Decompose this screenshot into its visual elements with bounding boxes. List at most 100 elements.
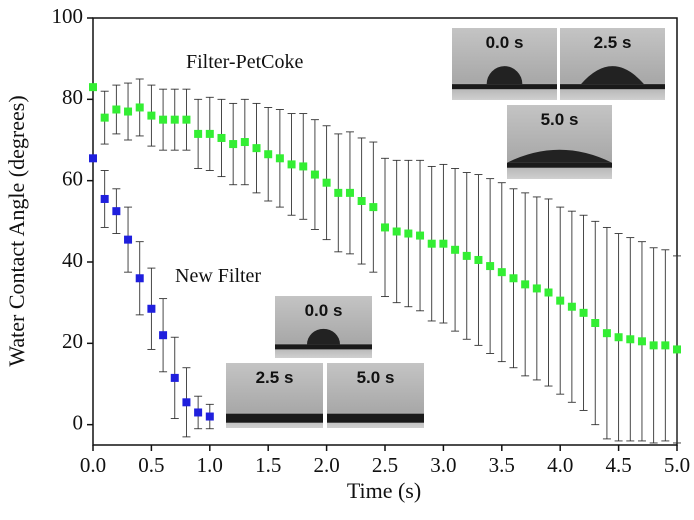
droplet xyxy=(507,149,612,163)
marker xyxy=(579,308,588,317)
marker xyxy=(486,262,495,271)
marker xyxy=(275,154,284,163)
marker xyxy=(205,412,214,421)
marker xyxy=(100,113,109,122)
x-tick-label: 2.0 xyxy=(313,453,339,477)
y-axis-label: Water Contact Angle (degrees) xyxy=(4,95,29,366)
y-tick-label: 20 xyxy=(62,329,83,353)
droplet xyxy=(307,328,340,345)
marker xyxy=(89,83,97,92)
marker xyxy=(661,341,670,350)
marker xyxy=(392,227,401,236)
marker xyxy=(112,207,121,216)
marker xyxy=(509,274,518,283)
marker xyxy=(322,178,331,187)
marker xyxy=(614,333,623,342)
marker xyxy=(194,408,203,417)
x-tick-label: 4.5 xyxy=(605,453,631,477)
marker xyxy=(182,398,191,407)
substrate xyxy=(452,84,557,90)
marker xyxy=(170,115,179,124)
marker xyxy=(439,239,448,248)
droplet xyxy=(581,66,644,85)
marker xyxy=(182,115,191,124)
y-tick-label: 0 xyxy=(73,410,84,434)
marker xyxy=(147,304,156,313)
marker xyxy=(532,284,541,293)
marker xyxy=(229,140,238,149)
marker xyxy=(451,245,460,254)
marker xyxy=(264,150,273,159)
marker xyxy=(602,329,611,338)
marker xyxy=(135,103,144,112)
marker xyxy=(334,188,343,197)
marker xyxy=(497,268,506,277)
marker xyxy=(556,296,565,305)
x-tick-label: 4.0 xyxy=(547,453,573,477)
inset-label: 5.0 s xyxy=(541,110,579,129)
marker xyxy=(544,288,553,297)
x-tick-label: 2.5 xyxy=(372,453,398,477)
marker xyxy=(591,319,600,327)
x-tick-label: 1.0 xyxy=(197,453,223,477)
droplet xyxy=(486,66,523,85)
marker xyxy=(673,345,681,354)
marker xyxy=(159,115,168,124)
marker xyxy=(567,302,576,311)
marker xyxy=(147,111,156,120)
marker xyxy=(194,129,203,138)
x-tick-label: 0.0 xyxy=(80,453,106,477)
marker xyxy=(404,229,413,238)
marker xyxy=(637,337,646,346)
marker xyxy=(381,223,389,232)
series-label: Filter-PetCoke xyxy=(186,51,303,73)
marker xyxy=(100,194,109,203)
marker xyxy=(369,203,378,212)
inset-label: 5.0 s xyxy=(357,368,395,387)
x-axis-label: Time (s) xyxy=(347,478,421,503)
marker xyxy=(462,251,471,260)
marker xyxy=(205,129,214,138)
marker xyxy=(217,133,226,142)
marker xyxy=(240,138,249,147)
marker xyxy=(135,274,144,283)
marker xyxy=(427,239,436,248)
marker xyxy=(252,144,261,153)
y-tick-label: 80 xyxy=(62,85,83,109)
marker xyxy=(159,331,168,340)
marker xyxy=(124,107,133,116)
substrate xyxy=(226,413,323,423)
y-tick-label: 40 xyxy=(62,248,83,272)
marker xyxy=(124,235,133,244)
marker xyxy=(345,188,354,197)
substrate xyxy=(507,162,612,168)
x-tick-label: 3.5 xyxy=(489,453,515,477)
x-tick-label: 3.0 xyxy=(430,453,456,477)
marker xyxy=(112,105,121,114)
x-tick-label: 5.0 xyxy=(664,453,690,477)
inset-label: 0.0 s xyxy=(486,33,524,52)
marker xyxy=(357,197,366,205)
marker xyxy=(649,341,658,350)
inset-label: 0.0 s xyxy=(305,301,343,320)
y-tick-label: 60 xyxy=(62,166,83,190)
marker xyxy=(626,335,635,344)
marker xyxy=(474,255,483,264)
marker xyxy=(89,154,97,163)
x-tick-label: 0.5 xyxy=(138,453,164,477)
substrate xyxy=(327,413,424,423)
inset-label: 2.5 s xyxy=(594,33,632,52)
substrate xyxy=(560,84,665,90)
y-tick-label: 100 xyxy=(52,4,84,28)
x-tick-label: 1.5 xyxy=(255,453,281,477)
substrate xyxy=(275,344,372,350)
inset-label: 2.5 s xyxy=(256,368,294,387)
marker xyxy=(287,160,296,169)
series-label: New Filter xyxy=(175,265,261,287)
marker xyxy=(170,373,179,382)
marker xyxy=(310,170,319,179)
marker xyxy=(416,231,425,240)
marker xyxy=(299,162,308,171)
marker xyxy=(521,280,530,289)
